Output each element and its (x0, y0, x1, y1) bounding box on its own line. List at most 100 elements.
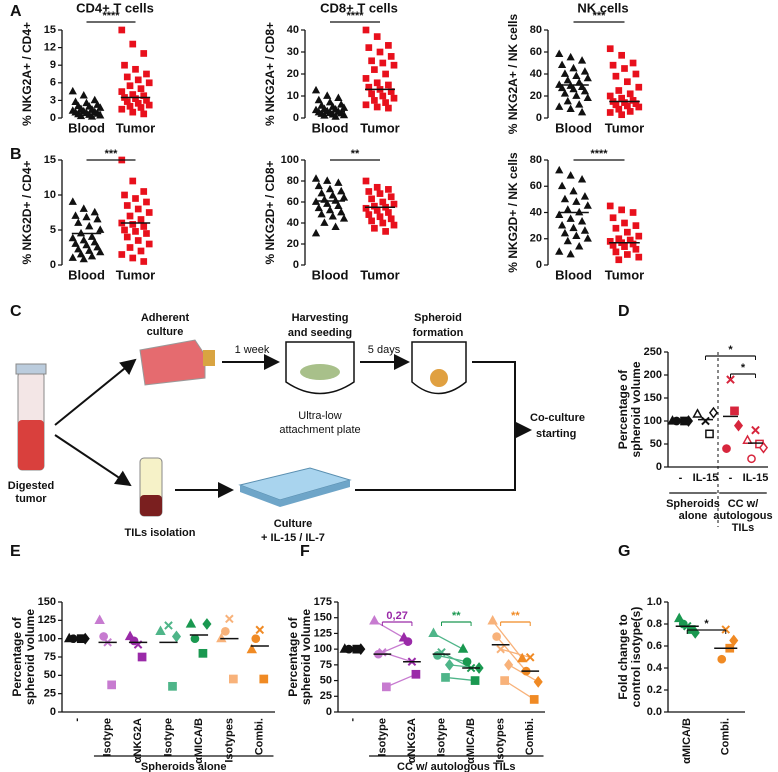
point (635, 253, 643, 261)
point (382, 99, 389, 106)
x-tick-label: Isotypes (223, 718, 235, 763)
point (612, 224, 620, 232)
point (140, 50, 148, 57)
y-tick-label: 0.0 (647, 706, 662, 718)
point (563, 236, 572, 245)
point (371, 224, 378, 232)
point (317, 188, 326, 197)
point (79, 91, 88, 99)
point (365, 44, 373, 51)
point (733, 419, 744, 432)
point (123, 73, 131, 81)
point (525, 653, 535, 662)
point (339, 110, 349, 119)
point (96, 247, 105, 256)
point (129, 108, 137, 116)
point (373, 33, 381, 40)
y-axis-label: % NKG2D+ / CD4+ (20, 160, 34, 264)
x-tick-label: - (679, 472, 683, 484)
label: Adherent (141, 312, 190, 324)
y-tick-label: 10 (44, 189, 56, 201)
y-tick-label: 0 (50, 706, 56, 718)
point (555, 165, 564, 174)
arrow (355, 430, 516, 491)
y-tick-label: 80 (530, 24, 542, 36)
x-tick-label: Blood (555, 267, 592, 282)
point (624, 251, 631, 258)
point (190, 634, 200, 644)
x-tick-label: Combi. (524, 718, 536, 755)
point (626, 90, 634, 98)
point (560, 228, 570, 237)
y-axis-label: % NKG2A+ / CD4+ (20, 22, 34, 126)
point (90, 237, 99, 246)
point (126, 82, 134, 90)
point (126, 244, 134, 251)
significance: ** (452, 610, 461, 622)
point (563, 205, 572, 213)
y-tick-label: 125 (314, 627, 332, 639)
y-tick-label: 20 (530, 90, 542, 102)
panel-label: G (618, 543, 630, 560)
point (134, 76, 142, 84)
point (371, 97, 378, 104)
y-tick-label: 250 (644, 346, 662, 358)
point (76, 111, 86, 120)
point (145, 240, 153, 248)
point (390, 221, 398, 229)
point (145, 101, 153, 109)
point (555, 102, 564, 110)
point (629, 59, 637, 67)
point (121, 191, 128, 199)
y-tick-label: 100 (281, 154, 299, 166)
label: attachment plate (279, 424, 360, 436)
point (376, 48, 384, 56)
point (68, 253, 77, 261)
y-tick-label: 12 (44, 42, 56, 54)
label: starting (536, 428, 576, 440)
point (140, 110, 148, 118)
point (362, 26, 370, 34)
x-tick-label: αMICA/B (681, 718, 693, 764)
point (339, 214, 349, 222)
point (259, 674, 269, 684)
y-axis-label: Percentage of (286, 616, 300, 696)
point (379, 92, 387, 100)
point (387, 215, 395, 223)
y-tick-label: 0 (50, 112, 56, 124)
point (76, 249, 86, 258)
point (470, 676, 480, 685)
point (331, 222, 340, 231)
y-tick-label: 40 (287, 217, 299, 229)
x-tick-label: - (347, 718, 359, 722)
point (376, 213, 384, 221)
x-tick-label: Blood (312, 120, 349, 135)
tube-content (140, 495, 162, 516)
point (323, 91, 332, 99)
group-label: autologous (713, 510, 772, 522)
point (385, 104, 392, 112)
x-tick-label: Blood (68, 120, 105, 135)
point (311, 228, 321, 237)
y-tick-label: 5 (50, 224, 56, 236)
y-tick-label: 0 (50, 259, 56, 271)
y-tick-label: 20 (287, 238, 299, 250)
point (385, 42, 392, 49)
point (94, 614, 105, 624)
y-tick-label: 0.6 (647, 640, 662, 652)
point (379, 219, 387, 227)
point (566, 52, 575, 61)
point (320, 111, 329, 119)
point (730, 406, 739, 416)
group-label: CC w/ (728, 498, 759, 510)
point (185, 618, 197, 628)
significance: * (728, 344, 733, 356)
point (390, 200, 398, 208)
x-tick-label: Tumor (116, 267, 155, 282)
panel-label: D (618, 303, 630, 320)
point (632, 70, 640, 78)
point (74, 244, 83, 253)
x-tick-label: Isotype (102, 718, 114, 757)
point (403, 637, 413, 646)
point (314, 95, 323, 104)
